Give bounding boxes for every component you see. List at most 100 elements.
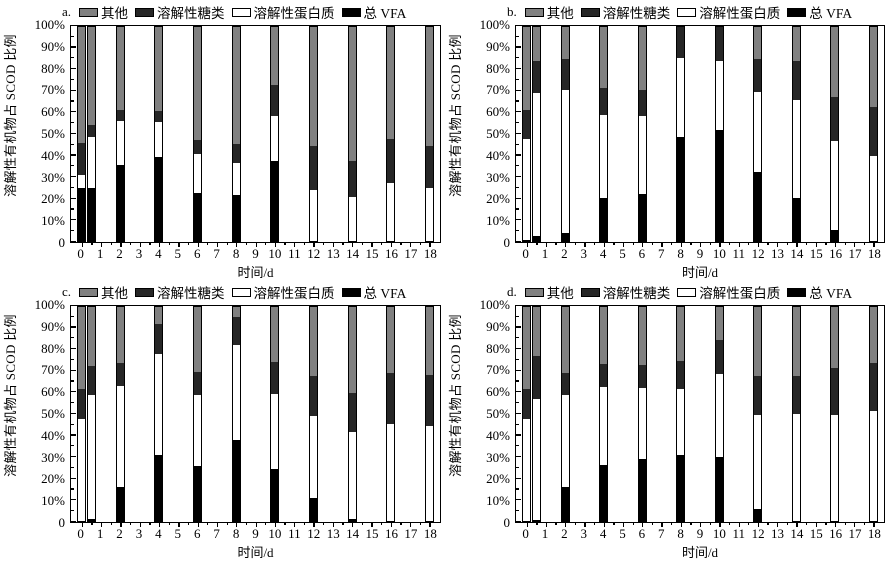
legend-item-protein[interactable]: 溶解性蛋白质	[231, 2, 335, 22]
x-tick-mark	[216, 242, 219, 247]
bar-segment-other	[115, 306, 125, 363]
legend-item-vfa[interactable]: 总 VFA	[341, 282, 406, 302]
legend-swatch-protein-icon	[677, 287, 697, 297]
x-tick-mark	[284, 242, 286, 245]
y-axis-title-text: 溶解性有机物占 SCOD 比例	[2, 313, 18, 477]
y-tick-label: 60%	[41, 384, 65, 400]
legend-item-vfa[interactable]: 总 VFA	[341, 2, 406, 22]
x-tick-label: 0	[522, 526, 529, 541]
legend-item-other[interactable]: 其他	[524, 2, 574, 22]
bar-segment-vfa	[531, 519, 541, 522]
x-tick-label: 6	[193, 246, 201, 261]
x-tick-label: 16	[384, 526, 398, 541]
y-tick-mark	[516, 445, 519, 447]
x-tick-mark	[671, 522, 673, 525]
legend-item-vfa[interactable]: 总 VFA	[787, 282, 852, 302]
x-tick-mark	[738, 242, 740, 247]
legend-item-protein[interactable]: 溶解性蛋白质	[677, 282, 780, 302]
x-tick-mark	[719, 522, 721, 527]
y-tick-label: 10%	[486, 493, 510, 509]
legend-label-sugar: 溶解性糖类	[602, 286, 671, 301]
x-tick-label: 8	[232, 246, 240, 261]
x-axis-labels: 0 1 2 3 4 5 6 7 8 9 10 11 12 13 14 15 16 17 18	[70, 526, 441, 543]
bar-segment-sugar	[424, 145, 434, 188]
x-tick-mark	[777, 242, 779, 247]
stacked-bar	[868, 306, 878, 522]
legend-item-vfa[interactable]: 总 VFA	[787, 2, 852, 22]
y-tick-label: 50%	[41, 126, 65, 141]
y-tick-label: 20%	[486, 471, 510, 487]
x-tick-mark	[332, 522, 335, 527]
bar-segment-other	[531, 26, 541, 61]
bar-segment-sugar	[599, 88, 609, 116]
panel-label: a.	[62, 4, 72, 19]
bar-segment-vfa	[231, 439, 241, 522]
x-tick-mark	[81, 522, 83, 527]
stacked-bar	[560, 306, 570, 522]
chart-legend: c. 其他 溶解性糖类 溶解性蛋白质 总 VFA	[62, 282, 441, 302]
legend-swatch-vfa-icon	[787, 7, 807, 17]
x-tick-label: 11	[288, 246, 301, 261]
bar-segment-protein	[154, 353, 164, 456]
x-tick-mark	[323, 522, 325, 525]
x-tick-mark	[796, 242, 798, 247]
bar-segment-vfa	[347, 518, 357, 522]
y-tick-mark	[516, 132, 521, 134]
x-tick-label: 5	[174, 246, 182, 261]
bar-segment-other	[522, 306, 532, 389]
x-tick-label: 1	[96, 526, 104, 541]
y-tick-mark	[516, 499, 521, 501]
x-tick-label: 17	[848, 526, 862, 541]
y-tick-mark	[71, 175, 76, 178]
bar-segment-vfa	[637, 194, 647, 242]
legend-item-protein[interactable]: 溶解性蛋白质	[231, 282, 335, 302]
bar-segment-sugar	[309, 146, 318, 190]
bar-segment-protein	[637, 388, 647, 460]
x-tick-mark	[245, 522, 248, 525]
y-tick-mark	[516, 466, 519, 468]
x-tick-mark	[719, 242, 721, 247]
x-tick-mark	[352, 522, 354, 527]
legend-swatch-sugar-icon	[135, 7, 155, 17]
x-tick-mark	[526, 242, 528, 247]
y-tick-mark	[516, 57, 519, 59]
legend-item-sugar[interactable]: 溶解性糖类	[135, 282, 225, 302]
x-tick-mark	[429, 522, 431, 527]
stacked-bar	[154, 306, 164, 522]
legend-item-other[interactable]: 其他	[79, 282, 128, 302]
y-tick-mark	[71, 143, 74, 145]
legend-item-other[interactable]: 其他	[524, 282, 574, 302]
legend-item-sugar[interactable]: 溶解性糖类	[135, 2, 225, 22]
bar-segment-protein	[714, 374, 724, 457]
x-tick-mark	[642, 522, 644, 527]
y-tick-label: 90%	[41, 318, 65, 334]
legend-item-sugar[interactable]: 溶解性糖类	[580, 2, 670, 22]
bar-segment-vfa	[830, 229, 840, 242]
x-tick-mark	[129, 522, 132, 525]
y-tick-label: 60%	[486, 384, 510, 400]
bar-series-container	[516, 26, 884, 242]
x-tick-mark	[139, 242, 141, 247]
x-axis-labels: 0 1 2 3 4 5 6 7 8 9 10 11 12 13 14 15 16 17 18	[70, 246, 441, 263]
x-tick-label: 12	[751, 526, 765, 541]
y-tick-mark	[516, 35, 519, 37]
x-tick-mark	[613, 242, 615, 245]
bar-segment-other	[868, 26, 878, 107]
stacked-bar	[531, 306, 541, 522]
x-tick-label: 17	[848, 246, 862, 261]
y-tick-mark	[516, 111, 521, 113]
stacked-bar	[830, 306, 840, 522]
x-tick-mark	[178, 242, 180, 247]
plot-area	[70, 304, 441, 527]
x-tick-label: 10	[268, 246, 282, 261]
bar-segment-sugar	[193, 372, 202, 396]
legend-item-sugar[interactable]: 溶解性糖类	[580, 282, 671, 302]
stacked-bar	[599, 26, 609, 242]
x-tick-label: 13	[770, 246, 784, 261]
stacked-bar	[830, 26, 840, 242]
bar-segment-other	[77, 306, 87, 390]
y-tick-label: 90%	[486, 318, 510, 334]
legend-item-other[interactable]: 其他	[79, 2, 128, 22]
bar-segment-vfa	[154, 455, 164, 522]
legend-item-protein[interactable]: 溶解性蛋白质	[677, 2, 780, 22]
